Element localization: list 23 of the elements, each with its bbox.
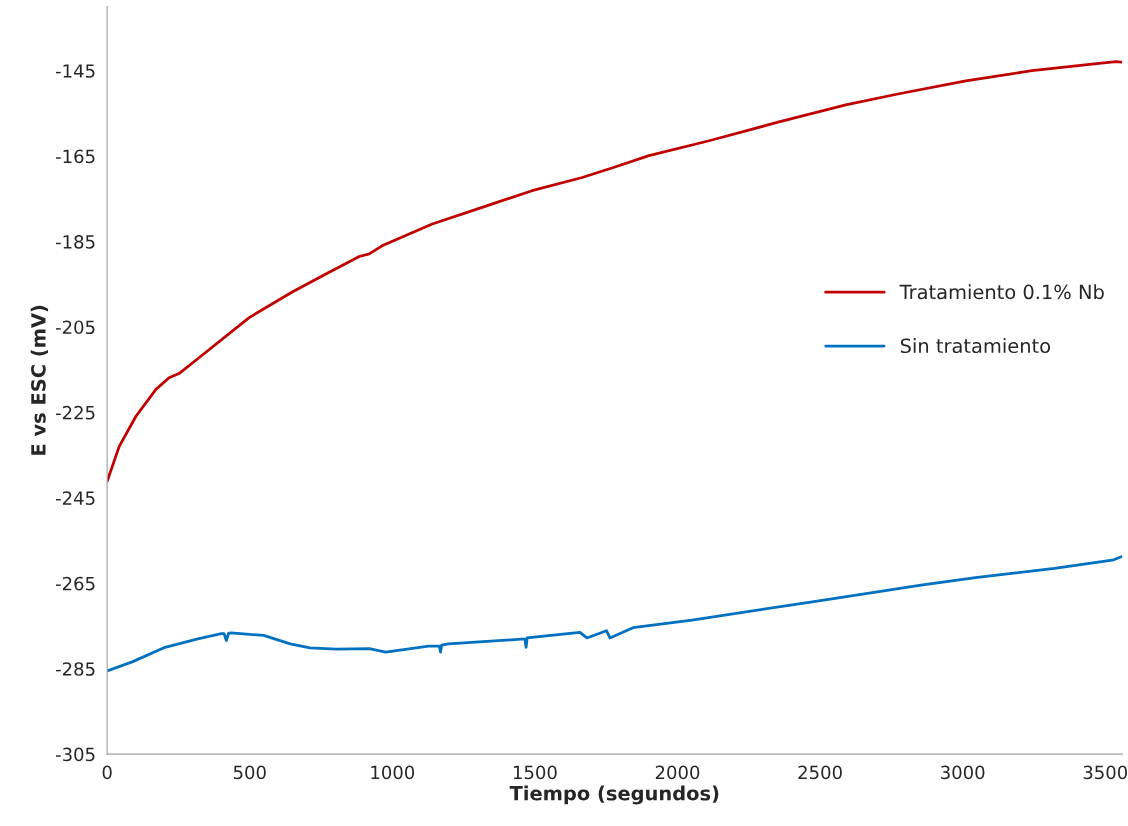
- y-tick-label: -245: [55, 491, 95, 505]
- x-tick-label: 1500: [513, 765, 557, 780]
- line-series: [107, 555, 1123, 673]
- line-series: [107, 60, 1123, 483]
- x-tick-label: 1000: [371, 765, 415, 780]
- y-tick-label: -185: [55, 235, 95, 249]
- y-tick-label: -205: [55, 320, 95, 335]
- y-tick-label: -145: [55, 64, 95, 78]
- y-axis-title: E vs ESC (mV): [30, 305, 49, 455]
- x-axis-title: Tiempo (segundos): [509, 785, 719, 805]
- x-tick-label: 500: [233, 765, 266, 780]
- y-tick-label: -265: [55, 576, 95, 591]
- x-tick-label: 0: [102, 765, 112, 780]
- legend-label: Sin tratamiento: [900, 338, 1051, 354]
- x-tick-label: 3500: [1083, 765, 1128, 780]
- x-tick-label: 3000: [941, 765, 985, 780]
- y-tick-label: -285: [55, 662, 95, 676]
- x-tick-label: 2000: [655, 765, 700, 780]
- y-tick-label: -305: [55, 747, 95, 762]
- x-tick-label: 2500: [798, 765, 842, 780]
- y-tick-label: -165: [55, 149, 95, 164]
- y-tick-label: -225: [55, 405, 95, 420]
- legend-label: Tratamiento 0.1% Nb: [899, 284, 1104, 300]
